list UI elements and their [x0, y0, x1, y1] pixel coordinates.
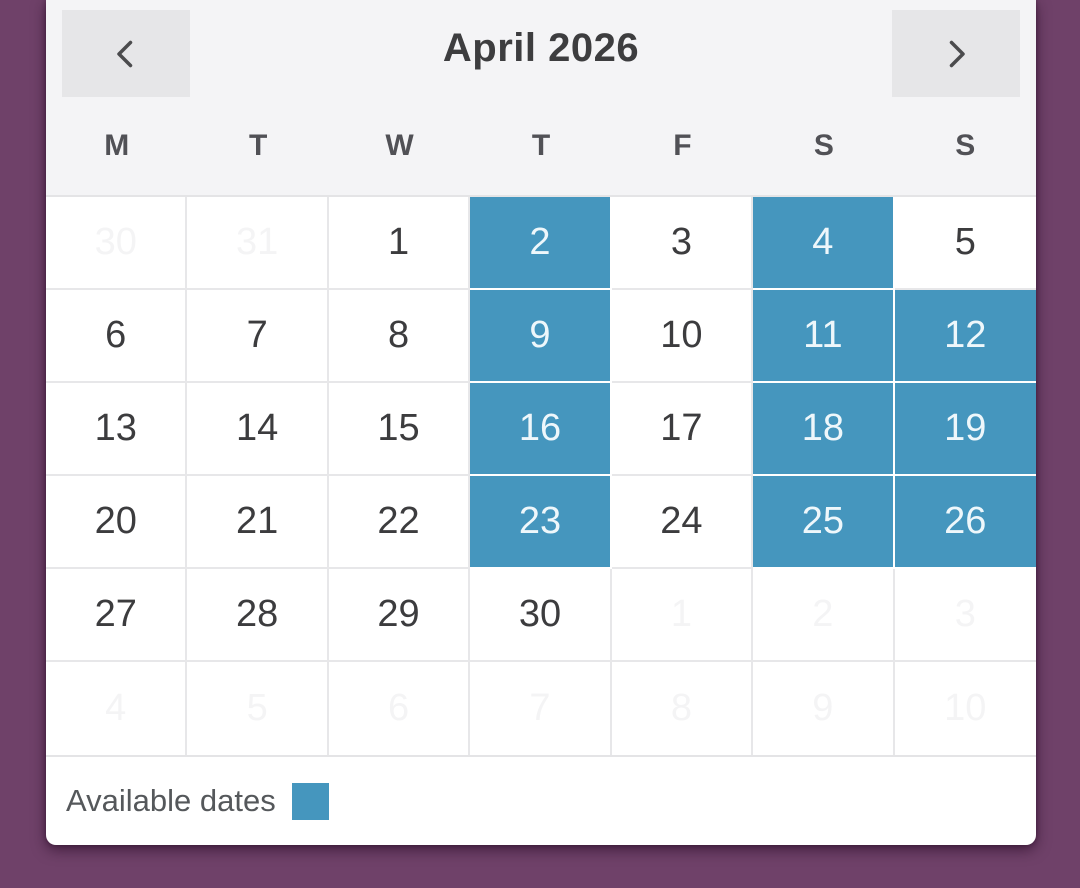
- month-year-title: April 2026: [442, 26, 640, 70]
- day-cell: 7: [470, 662, 612, 755]
- day-cell: 13: [46, 383, 188, 476]
- day-cell-available[interactable]: 18: [753, 383, 895, 476]
- legend-label: Available dates: [66, 783, 276, 818]
- day-cell: 3: [894, 569, 1036, 662]
- chevron-left-icon: [117, 40, 133, 67]
- day-cell: 8: [328, 290, 471, 383]
- day-cell: 2: [753, 569, 895, 662]
- day-cell: 21: [187, 476, 329, 569]
- day-cell: 1: [328, 197, 471, 290]
- day-cell-available[interactable]: 16: [470, 383, 612, 476]
- weekday-header: T: [531, 129, 551, 162]
- day-cell: 30: [470, 569, 612, 662]
- day-cell: 24: [611, 476, 754, 569]
- day-cell: 9: [753, 662, 895, 755]
- day-cell-available[interactable]: 26: [894, 476, 1036, 569]
- day-cell: 5: [187, 662, 329, 755]
- weekday-header: F: [673, 129, 692, 162]
- day-cell: 8: [612, 662, 754, 755]
- calendar-header: April 2026 M T W T F S S: [46, 0, 1036, 195]
- day-cell: 17: [611, 383, 754, 476]
- previous-month-button[interactable]: [62, 10, 190, 97]
- weekday-header-row: M T W T F S S: [46, 97, 1036, 195]
- day-cell-available[interactable]: 9: [470, 290, 612, 383]
- calendar-grid: 30 31 1 2 3 4 5 6 7 8 9 10 11 12 13 14 15 16 17 18 19 20 21 22 2…: [46, 195, 1036, 757]
- day-cell: 22: [328, 476, 471, 569]
- day-cell-available[interactable]: 11: [753, 290, 895, 383]
- day-cell: 6: [46, 290, 188, 383]
- day-cell-available[interactable]: 2: [470, 197, 612, 290]
- day-cell: 29: [328, 569, 471, 662]
- legend-color-swatch: [291, 782, 329, 820]
- weekday-header: W: [385, 129, 414, 162]
- weekday-header: S: [813, 129, 834, 162]
- weekday-header: S: [955, 129, 976, 162]
- day-cell: 4: [46, 662, 188, 755]
- calendar-widget: April 2026 M T W T F S S 30 31 1 2 3 4 5 6 7 8 9 10…: [46, 0, 1036, 845]
- day-cell-available[interactable]: 19: [894, 383, 1036, 476]
- day-cell: 31: [187, 197, 329, 290]
- weekday-header: T: [248, 129, 268, 162]
- day-cell: 10: [611, 290, 754, 383]
- day-cell: 28: [187, 569, 329, 662]
- day-cell: 10: [944, 687, 987, 729]
- next-month-button[interactable]: [892, 10, 1020, 97]
- day-cell: 6: [329, 662, 471, 755]
- day-cell-available[interactable]: 23: [470, 476, 612, 569]
- day-cell: 27: [46, 569, 188, 662]
- chevron-right-icon: [949, 40, 965, 67]
- day-cell-available[interactable]: 25: [753, 476, 895, 569]
- calendar-title-bar: April 2026: [46, 0, 1036, 97]
- day-cell: 1: [611, 569, 754, 662]
- day-cell: 20: [46, 476, 188, 569]
- weekday-header: M: [104, 129, 130, 162]
- day-cell: 3: [611, 197, 754, 290]
- day-cell-available[interactable]: 12: [894, 290, 1036, 383]
- day-cell: 15: [328, 383, 471, 476]
- day-cell: 7: [187, 290, 329, 383]
- day-cell: 5: [894, 197, 1036, 290]
- legend-row: Available dates: [46, 757, 1036, 845]
- day-cell: 30: [46, 197, 188, 290]
- day-cell: 14: [187, 383, 329, 476]
- day-cell-available[interactable]: 4: [753, 197, 895, 290]
